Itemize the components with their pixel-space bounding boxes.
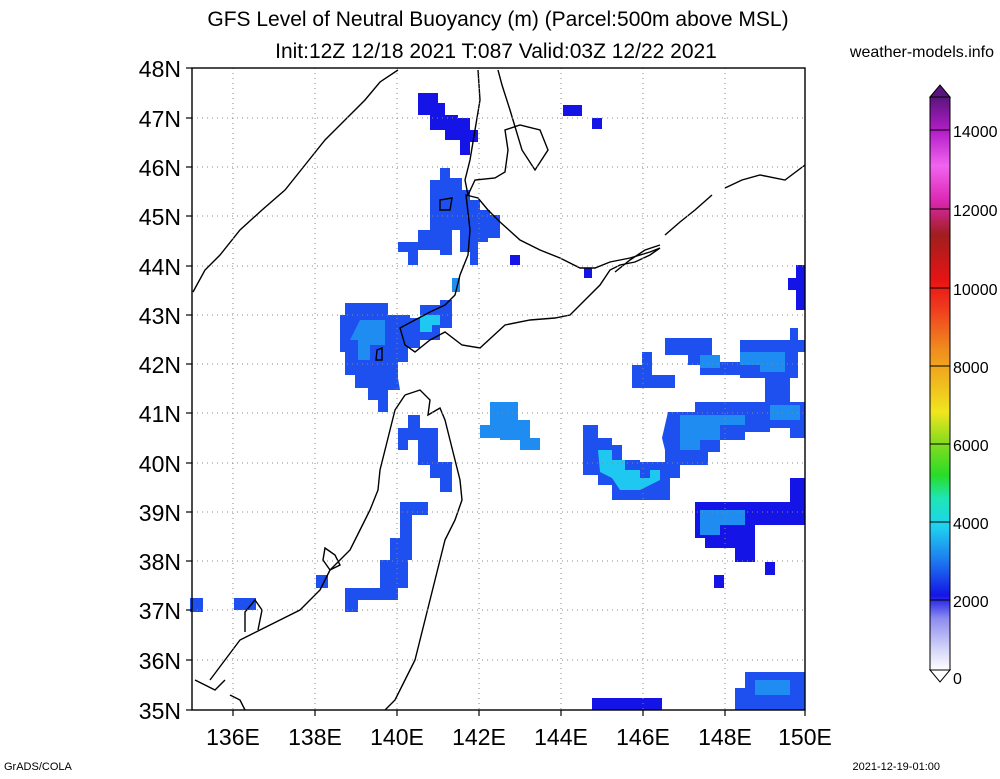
footer-credit: GrADS/COLA [4,761,72,773]
colorbar-labels: 14000 12000 10000 8000 6000 4000 2000 0 [953,124,998,688]
colorbar-label: 10000 [953,282,998,299]
lat-label: 37N [139,598,181,624]
chart-title: GFS Level of Neutral Buoyancy (m) (Parce… [207,8,789,31]
lon-label: 138E [288,724,342,750]
grid [192,68,805,710]
lon-label: 140E [370,724,424,750]
colorbar-label: 0 [953,671,962,688]
lon-label: 146E [616,724,670,750]
colorbar-label: 6000 [953,438,989,455]
site-credit: weather-models.info [849,44,994,61]
lon-label: 150E [778,724,832,750]
lat-label: 48N [139,56,181,82]
lat-label: 35N [139,698,181,724]
lon-label: 142E [452,724,506,750]
lat-label: 40N [139,451,181,477]
lat-label: 44N [139,254,181,280]
lat-label: 46N [139,155,181,181]
lon-label: 136E [206,724,260,750]
colorbar-label: 8000 [953,360,989,377]
coastlines [192,69,806,711]
lat-label: 41N [139,401,181,427]
colorbar [928,84,952,683]
colorbar-label: 2000 [953,594,989,611]
lat-label: 45N [139,204,181,230]
lat-label: 47N [139,106,181,132]
lat-label: 38N [139,549,181,575]
colorbar-label: 4000 [953,516,989,533]
lat-labels: 48N 47N 46N 45N 44N 43N 42N 41N 40N 39N … [139,56,181,724]
footer-timestamp: 2021-12-19-01:00 [852,761,940,773]
lat-label: 43N [139,303,181,329]
lon-label: 144E [534,724,588,750]
lat-label: 36N [139,648,181,674]
lon-labels: 136E 138E 140E 142E 144E 146E 148E 150E [206,724,832,750]
lat-label: 39N [139,500,181,526]
lat-label: 42N [139,352,181,378]
colorbar-label: 12000 [953,203,998,220]
map-frame [191,67,806,711]
lon-label: 148E [698,724,752,750]
buoyancy-shading [190,93,805,710]
axis-ticks [186,67,806,716]
chart-subtitle: Init:12Z 12/18 2021 T:087 Valid:03Z 12/2… [275,40,717,63]
colorbar-label: 14000 [953,124,998,141]
